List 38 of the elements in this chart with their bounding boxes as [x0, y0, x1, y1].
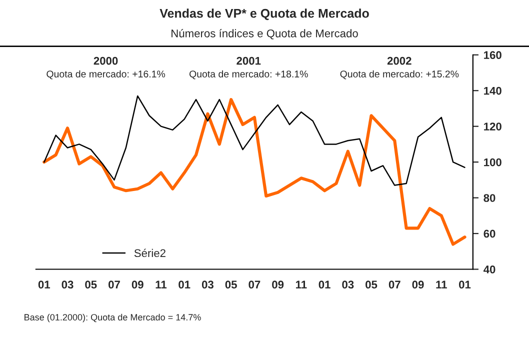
x-tick-label: 01: [178, 280, 190, 289]
annotation: 2000: [94, 56, 118, 65]
x-tick-label: 11: [156, 280, 167, 288]
y-tick-label: 160: [484, 51, 502, 60]
y-tick-label: 100: [484, 158, 502, 166]
line-series: [44, 95, 466, 186]
chart-subtitle: Números índices e Quota de Mercado: [172, 29, 358, 40]
x-tick-label: 03: [62, 280, 74, 289]
x-tick-label: 11: [436, 280, 447, 288]
y-tick-label: 60: [484, 230, 496, 238]
y-tick-label: 140: [484, 86, 502, 95]
annotation: Quota de mercado: +15.2%: [340, 70, 459, 80]
annotation: Quota de mercado: +16.1%: [46, 70, 166, 80]
annotation: Quota de mercado: +18.1%: [190, 70, 308, 80]
x-tick-label: 05: [366, 280, 378, 289]
x-tick-label: 03: [342, 280, 354, 289]
x-tick-label: 01: [38, 280, 50, 289]
x-tick-label: 05: [85, 280, 97, 289]
x-tick-label: 07: [388, 280, 400, 289]
y-tick-label: 40: [484, 266, 496, 274]
x-tick-label: 11: [296, 280, 307, 288]
legend-label: Série2: [134, 248, 166, 258]
x-tick-label: 07: [248, 280, 260, 289]
x-tick-label: 01: [318, 280, 330, 289]
annotation: 2001: [236, 56, 261, 65]
chart-title: Vendas de VP* e Quota de Mercado: [160, 8, 369, 20]
line-series: [42, 98, 466, 246]
y-tick-label: 120: [484, 122, 502, 130]
x-tick-label: 01: [459, 280, 471, 289]
x-tick-label: 07: [108, 280, 120, 289]
y-tick-label: 80: [484, 194, 496, 202]
x-tick-label: 09: [412, 280, 424, 289]
x-tick-label: 03: [202, 280, 214, 289]
x-tick-label: 09: [272, 280, 284, 289]
annotation: 2002: [387, 56, 412, 65]
x-tick-label: 05: [225, 280, 237, 289]
x-tick-label: 09: [132, 280, 144, 289]
text: Base (01.2000): Quota de Mercado = 14.7%: [24, 314, 201, 322]
